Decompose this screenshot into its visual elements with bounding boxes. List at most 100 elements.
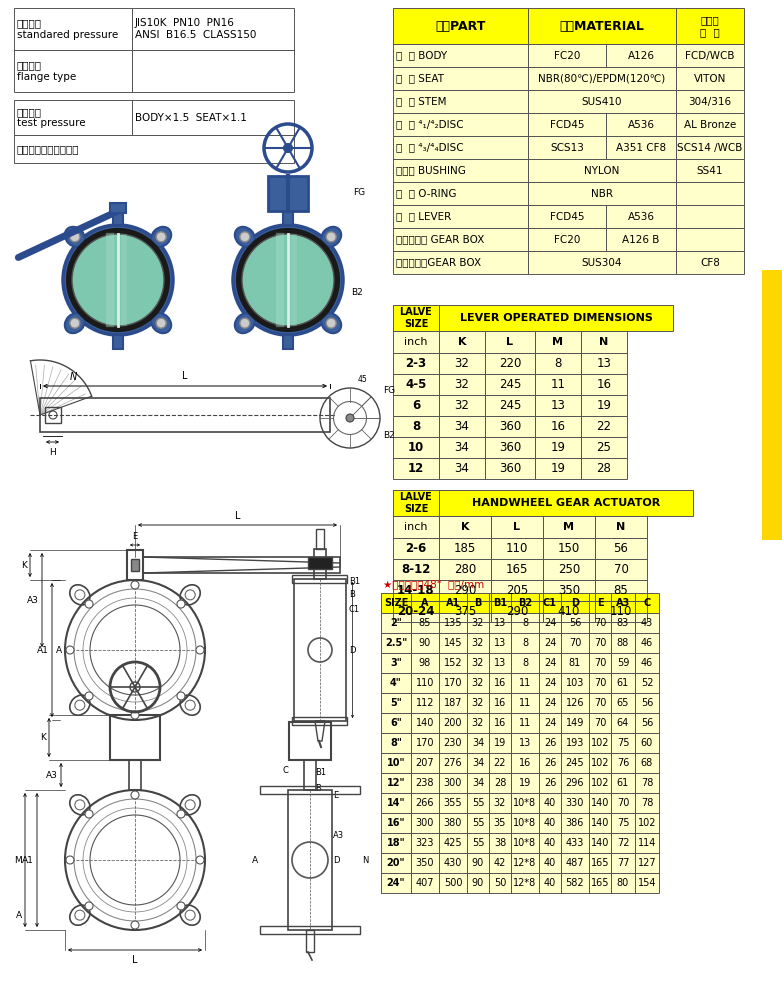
Bar — [411, 713, 439, 733]
Text: 2-3: 2-3 — [405, 357, 426, 370]
Bar — [589, 773, 611, 793]
Text: 13: 13 — [494, 658, 506, 668]
Bar — [528, 90, 676, 113]
Bar — [561, 873, 589, 893]
Text: 165: 165 — [506, 563, 528, 576]
Circle shape — [177, 810, 185, 818]
Bar — [676, 113, 744, 136]
Bar — [381, 873, 411, 893]
Bar — [393, 331, 439, 353]
Bar — [411, 793, 439, 813]
Text: K: K — [21, 561, 27, 570]
Bar — [467, 593, 489, 613]
Bar — [611, 613, 635, 633]
Bar — [535, 374, 581, 395]
Text: 102: 102 — [590, 778, 609, 788]
Bar — [539, 633, 561, 653]
Bar — [676, 67, 744, 90]
Text: 18": 18" — [386, 838, 405, 848]
Bar — [589, 853, 611, 873]
Ellipse shape — [321, 313, 341, 333]
Bar — [528, 67, 676, 90]
Text: 50: 50 — [493, 878, 506, 888]
Bar — [439, 437, 485, 458]
Bar — [485, 374, 535, 395]
Bar — [381, 773, 411, 793]
Text: 68: 68 — [641, 758, 653, 768]
Bar — [535, 395, 581, 416]
Bar — [589, 873, 611, 893]
Text: 8-12: 8-12 — [401, 563, 431, 576]
Bar — [439, 490, 693, 516]
Bar — [539, 593, 561, 613]
Bar — [535, 416, 581, 437]
Bar — [489, 733, 511, 753]
Bar — [595, 538, 647, 559]
Bar — [676, 182, 744, 205]
Bar — [543, 580, 595, 601]
Text: 45: 45 — [358, 375, 368, 384]
Bar — [539, 753, 561, 773]
Bar — [485, 353, 535, 374]
Text: 76: 76 — [617, 758, 630, 768]
Text: 6: 6 — [412, 399, 420, 412]
Text: 75: 75 — [617, 818, 630, 828]
Bar — [439, 353, 485, 374]
Bar — [411, 653, 439, 673]
Bar — [393, 182, 528, 205]
Text: 壓力等級
standared pressure: 壓力等級 standared pressure — [17, 18, 118, 40]
Bar — [439, 693, 467, 713]
Circle shape — [131, 791, 139, 799]
Bar — [635, 793, 659, 813]
Bar — [539, 653, 561, 673]
Text: SCS13: SCS13 — [550, 142, 584, 152]
Bar — [595, 559, 647, 580]
Text: 114: 114 — [638, 838, 656, 848]
Bar — [439, 353, 485, 374]
Bar — [491, 516, 543, 538]
Bar — [528, 113, 606, 136]
Bar — [489, 593, 511, 613]
Bar — [635, 833, 659, 853]
Text: 阁  座 SEAT: 阁 座 SEAT — [396, 74, 444, 83]
Bar — [635, 813, 659, 833]
Bar — [676, 8, 744, 44]
Bar — [467, 653, 489, 673]
Text: 28: 28 — [493, 778, 506, 788]
Bar — [611, 673, 635, 693]
Bar — [528, 8, 676, 44]
Text: inch: inch — [404, 522, 428, 532]
Bar — [439, 833, 467, 853]
Text: A351 CF8: A351 CF8 — [616, 142, 666, 152]
Bar — [528, 182, 676, 205]
Text: N: N — [362, 856, 368, 865]
Bar — [439, 633, 467, 653]
Bar — [676, 90, 744, 113]
Bar — [676, 8, 744, 44]
Bar — [535, 458, 581, 479]
Bar — [595, 580, 647, 601]
Text: 阁  體 BODY: 阁 體 BODY — [396, 51, 447, 61]
Bar — [439, 853, 467, 873]
Text: 戸外型齒輪GEAR BOX: 戸外型齒輪GEAR BOX — [396, 257, 481, 267]
Bar — [381, 593, 411, 613]
Bar — [543, 601, 595, 622]
Bar — [635, 693, 659, 713]
Bar — [491, 538, 543, 559]
Bar — [489, 733, 511, 753]
Bar — [467, 653, 489, 673]
Bar — [589, 673, 611, 693]
Bar — [381, 833, 411, 853]
Text: 13: 13 — [494, 618, 506, 628]
Bar — [539, 753, 561, 773]
Text: 32: 32 — [454, 357, 469, 370]
Text: 425: 425 — [443, 838, 462, 848]
Bar — [539, 633, 561, 653]
Circle shape — [72, 234, 164, 326]
Text: 16: 16 — [494, 698, 506, 708]
Bar — [439, 813, 467, 833]
Bar — [439, 437, 485, 458]
Text: 98: 98 — [419, 658, 431, 668]
Circle shape — [75, 589, 84, 599]
Text: C: C — [644, 598, 651, 608]
